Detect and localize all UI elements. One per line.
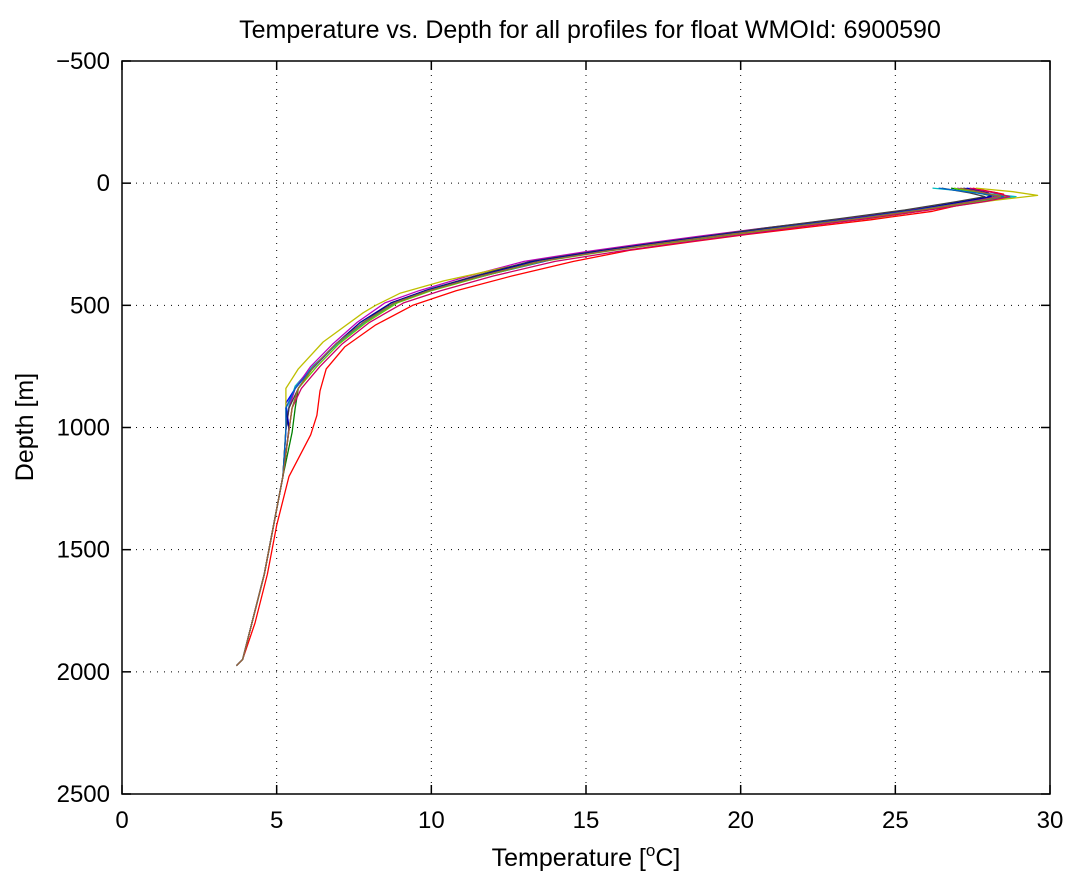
x-axis-label-unit: C]: [655, 844, 680, 872]
y-tick-label: 2000: [57, 659, 110, 686]
tick-layer: [121, 60, 1051, 795]
y-tick-label: 500: [70, 292, 110, 319]
profile-line-5: [236, 187, 999, 667]
profile-line-9: [236, 187, 1008, 667]
y-axis-label: Depth [m]: [11, 373, 39, 481]
profile-line-3: [236, 187, 1005, 667]
profile-line-8: [236, 187, 992, 667]
x-tick-label: 5: [270, 807, 283, 834]
y-tick-label: 0: [97, 170, 110, 197]
x-tick-label: 25: [882, 807, 909, 834]
profile-line-6: [236, 187, 1039, 667]
profile-line-1: [236, 187, 999, 667]
x-tick-label: 30: [1037, 807, 1064, 834]
x-tick-label: 15: [573, 807, 600, 834]
profile-line-12: [236, 187, 1002, 667]
profile-line-10: [236, 187, 1011, 667]
grid-layer: [122, 61, 1050, 794]
y-tick-label: 2500: [57, 781, 110, 808]
profile-line-7: [236, 187, 986, 667]
y-tick-label: 1500: [57, 537, 110, 564]
y-tick-label: −500: [56, 48, 110, 75]
y-tick-label: 1000: [57, 415, 110, 442]
x-tick-label: 0: [115, 807, 128, 834]
plot-area: [236, 187, 1039, 667]
chart-title: Temperature vs. Depth for all profiles f…: [239, 16, 941, 44]
profile-line-11: [236, 187, 1005, 667]
x-axis-label-main: Temperature [: [492, 844, 646, 872]
profile-line-2: [236, 187, 1002, 667]
x-tick-labels: 0 5 10 15 20 25 30: [115, 807, 1063, 834]
y-tick-labels: −500 0 500 1000 1500 2000 2500: [56, 48, 110, 808]
x-tick-label: 20: [727, 807, 754, 834]
x-tick-label: 10: [418, 807, 445, 834]
x-axis-label-degree: o: [646, 841, 655, 860]
profile-line-4: [236, 187, 1017, 667]
x-axis-label: Temperature [oC]: [492, 841, 681, 872]
